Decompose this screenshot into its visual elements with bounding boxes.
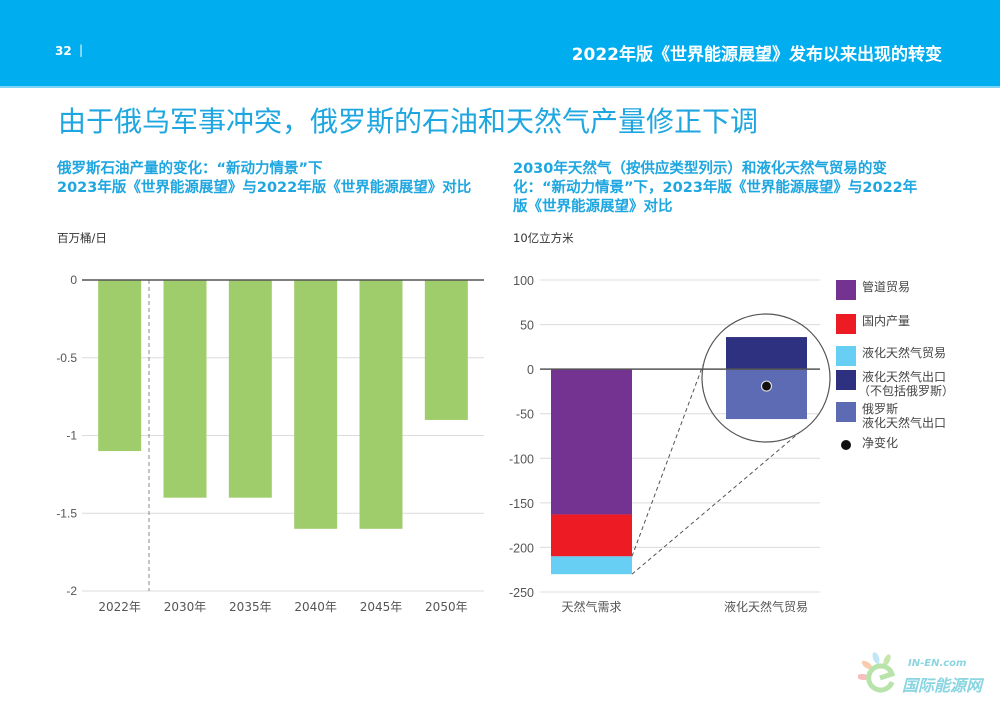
oil-y-tick-label: 0 [70, 273, 77, 287]
page-title: 由于俄乌军事冲突，俄罗斯的石油和天然气产量修正下调 [58, 105, 759, 138]
gas-y-tick-label: -250 [509, 586, 534, 600]
legend-label: 俄罗斯 液化天然气出口 [862, 402, 946, 430]
sun-logo-icon [858, 652, 896, 693]
legend-swatch [836, 280, 856, 300]
oil-bar [424, 280, 468, 420]
page-separator: | [79, 43, 84, 57]
legend-label: 液化天然气出口 （不包括俄罗斯） [858, 370, 954, 398]
oil-x-tick-label: 2022年 [98, 600, 141, 614]
gas-chart-title-line-3: 版《世界能源展望》对比 [513, 199, 673, 215]
oil-bar [294, 280, 338, 529]
legend-label-line: 液化天然气出口 [862, 416, 947, 430]
legend-net-change: 净变化 [836, 436, 898, 450]
legend-domestic-production: 国内产量 [836, 314, 910, 334]
watermark-name: 国际能源网 [902, 676, 983, 695]
legend-label: 管道贸易 [862, 280, 910, 294]
net-change-dot [760, 380, 773, 392]
legend-swatch [836, 346, 856, 366]
gas-y-tick-label: -200 [509, 541, 534, 555]
gas-chart-title-line-2: 化：“新动力情景”下，2023年版《世界能源展望》与2022年 [513, 180, 918, 196]
legend-lng-export-ex-russia: 液化天然气出口 （不包括俄罗斯） [836, 370, 954, 398]
page-number: 32 [55, 44, 72, 58]
header-bar: 32 | 2022年版《世界能源展望》发布以来出现的转变 [0, 0, 1000, 86]
legend-dot-marker [841, 440, 851, 450]
gas-y-tick-label: -100 [509, 452, 534, 466]
gas-y-tick-label: -50 [516, 408, 534, 422]
legend-swatch [836, 314, 856, 334]
legend-label: 国内产量 [862, 314, 910, 328]
oil-x-tick-label: 2035年 [229, 600, 272, 614]
legend-label-line: 液化天然气贸易 [862, 346, 947, 360]
gas-y-tick-label: 50 [520, 319, 534, 333]
oil-y-tick-label: -0.5 [56, 351, 77, 365]
legend-label: 液化天然气贸易 [862, 346, 946, 360]
legend-label-line: （不包括俄罗斯） [858, 384, 955, 398]
legend-label-line: 管道贸易 [862, 280, 911, 294]
oil-bar [98, 280, 142, 452]
pipeline-trade-segment [551, 369, 632, 515]
gas-y-tick-label: 100 [513, 274, 534, 288]
watermark-logo: IN-EN.com 国际能源网 [858, 652, 998, 698]
oil-x-tick-label: 2030年 [164, 600, 207, 614]
gas-y-tick-label: 0 [527, 363, 534, 377]
gas-y-tick-label: -150 [509, 497, 534, 511]
gas-chart-unit: 10亿立方米 [513, 231, 574, 245]
header-divider [0, 86, 1000, 88]
domestic-production-segment [551, 514, 632, 557]
magnifier-connector-line [631, 364, 704, 557]
oil-x-tick-label: 2040年 [294, 600, 337, 614]
oil-x-tick-label: 2050年 [425, 600, 468, 614]
legend-swatch [836, 402, 856, 422]
gas-chart-title: 2030年天然气（按供应类型列示）和液化天然气贸易的变 化：“新动力情景”下，2… [513, 160, 953, 217]
legend-label-line: 净变化 [862, 436, 899, 450]
legend-russia-lng-export: 俄罗斯 液化天然气出口 [836, 402, 946, 430]
gas-x-tick-label: 天然气需求 [561, 599, 621, 614]
legend-pipeline-trade: 管道贸易 [836, 280, 910, 300]
oil-bar [228, 280, 272, 498]
lng-trade-segment [551, 556, 632, 575]
oil-y-tick-label: -2 [66, 584, 77, 598]
legend-label: 净变化 [862, 436, 898, 450]
section-title: 2022年版《世界能源展望》发布以来出现的转变 [571, 45, 942, 65]
watermark-domain: IN-EN.com [908, 658, 967, 669]
legend-swatch [836, 370, 856, 390]
magnifier-circle [701, 313, 831, 443]
oil-bar [163, 280, 207, 498]
legend-label-line: 俄罗斯 [862, 402, 899, 416]
gas-chart-title-line-1: 2030年天然气（按供应类型列示）和液化天然气贸易的变 [513, 161, 887, 177]
oil-chart-title-line-1: 俄罗斯石油产量的变化：“新动力情景”下 [57, 161, 323, 177]
gas-x-tick-label: 液化天然气贸易 [724, 599, 808, 614]
legend-label-line: 国内产量 [862, 314, 911, 328]
oil-y-tick-label: -1 [66, 429, 77, 443]
oil-chart-unit: 百万桶/日 [57, 231, 107, 245]
legend-lng-trade: 液化天然气贸易 [836, 346, 946, 366]
oil-bar [359, 280, 403, 529]
legend-label-line: 液化天然气出口 [862, 370, 947, 384]
magnifier-connector-line [631, 431, 801, 575]
oil-chart-title: 俄罗斯石油产量的变化：“新动力情景”下 2023年版《世界能源展望》与2022年… [57, 160, 497, 198]
oil-y-tick-label: -1.5 [56, 506, 77, 520]
oil-x-tick-label: 2045年 [360, 600, 403, 614]
russia-lng-export-segment [726, 369, 807, 420]
lng-export-ex-russia-segment [726, 337, 807, 370]
oil-chart-title-line-2: 2023年版《世界能源展望》与2022年版《世界能源展望》对比 [57, 180, 472, 196]
